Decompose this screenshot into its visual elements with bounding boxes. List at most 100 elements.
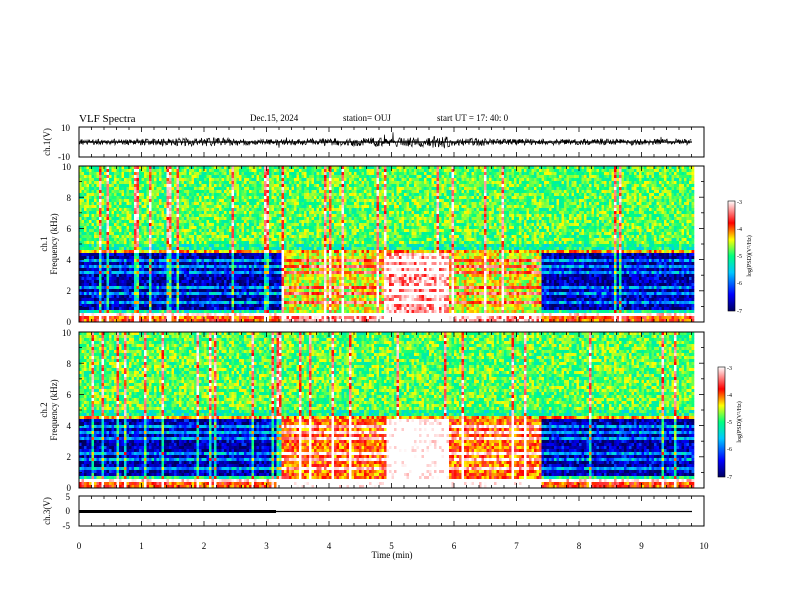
spectrogram-cell [79, 187, 82, 191]
spectrogram-cell [269, 205, 272, 209]
spectrogram-cell [99, 316, 102, 320]
spectrogram-cell [161, 232, 165, 236]
spectrogram-cell [149, 205, 152, 209]
spectrogram-cell [291, 175, 295, 179]
spectrogram-cell [84, 277, 87, 281]
spectrogram-cell [184, 241, 187, 245]
spectrogram-cell [184, 301, 187, 305]
spectrogram-cell [84, 217, 87, 221]
spectrogram-cell [214, 310, 217, 314]
spectrogram-cell [141, 232, 145, 236]
spectrogram-cell [206, 205, 210, 209]
spectrogram-cell [121, 166, 125, 170]
spectrogram-cell [244, 313, 247, 317]
spectrogram-cell [219, 280, 222, 284]
spectrogram-cell [201, 307, 205, 311]
spectrogram-cell [241, 283, 245, 287]
spectrogram-cell [106, 265, 110, 269]
spectrogram-cell [294, 256, 297, 260]
spectrogram-cell [111, 256, 115, 260]
spectrogram-cell [149, 196, 152, 200]
spectrogram-cell [309, 190, 312, 194]
spectrogram-cell [286, 265, 290, 269]
spectrogram-cell [281, 184, 285, 188]
spectrogram-cell [156, 217, 160, 221]
spectrogram-cell [286, 295, 290, 299]
spectrogram-cell [291, 283, 295, 287]
spectrogram-cell [119, 229, 122, 233]
spectrogram-cell [126, 193, 130, 197]
spectrogram-cell [216, 262, 220, 266]
spectrogram-cell [291, 304, 295, 308]
spectrogram-cell [306, 229, 310, 233]
spectrogram-cell [159, 223, 162, 227]
spectrogram-cell [259, 307, 262, 311]
spectrogram-cell [194, 250, 197, 254]
spectrogram-cell [196, 298, 200, 302]
spectrogram-cell [234, 166, 237, 170]
spectrogram-cell [106, 226, 110, 230]
spectrogram-cell [296, 250, 300, 254]
spectrogram-cell [89, 214, 92, 218]
spectrogram-cell [116, 286, 120, 290]
spectrogram-cell [116, 313, 120, 317]
spectrogram-cell [149, 184, 152, 188]
spectrogram-cell [276, 304, 280, 308]
spectrogram-cell [99, 319, 102, 323]
spectrogram-cell [209, 313, 212, 317]
spectrogram-cell [294, 202, 297, 206]
spectrogram-cell [154, 289, 157, 293]
spectrogram-cell [196, 280, 200, 284]
spectrogram-cell [186, 253, 190, 257]
spectrogram-cell [116, 175, 120, 179]
spectrogram-cell [116, 265, 120, 269]
spectrogram-cell [146, 271, 150, 275]
spectrogram-cell [141, 220, 145, 224]
spectrogram-cell [114, 271, 117, 275]
spectrogram-cell [164, 169, 167, 173]
spectrogram-cell [104, 262, 107, 266]
spectrogram-cell [236, 205, 240, 209]
spectrogram-cell [206, 202, 210, 206]
spectrogram-cell [304, 184, 307, 188]
spectrogram-cell [194, 304, 197, 308]
spectrogram-cell [204, 223, 207, 227]
spectrogram-cell [169, 265, 172, 269]
spectrogram-cell [274, 184, 277, 188]
spectrogram-cell [116, 241, 120, 245]
spectrogram-cell [131, 169, 135, 173]
spectrogram-cell [234, 319, 237, 323]
spectrogram-cell [196, 217, 200, 221]
spectrogram-cell [221, 208, 225, 212]
spectrogram-cell [191, 295, 195, 299]
spectrogram-cell [124, 277, 127, 281]
spectrogram-cell [299, 292, 302, 296]
spectrogram-cell [254, 277, 257, 281]
spectrogram-cell [151, 244, 155, 248]
spectrogram-cell [256, 241, 260, 245]
spectrogram-cell [279, 196, 282, 200]
spectrogram-cell [126, 268, 130, 272]
spectrogram-cell [234, 241, 237, 245]
spectrogram-cell [239, 208, 242, 212]
spectrogram-cell [264, 259, 267, 263]
spectrogram-cell [236, 190, 240, 194]
spectrogram-cell [154, 298, 157, 302]
spectrogram-cell [159, 190, 162, 194]
spectrogram-cell [136, 259, 140, 263]
spectrogram-cell [84, 253, 87, 257]
spectrogram-cell [146, 202, 150, 206]
spectrogram-cell [151, 283, 155, 287]
spectrogram-cell [244, 208, 247, 212]
spectrogram-cell [266, 277, 270, 281]
spectrogram-cell [211, 271, 215, 275]
spectrogram-cell [226, 271, 230, 275]
spectrogram-cell [184, 202, 187, 206]
spectrogram-cell [246, 166, 250, 170]
spectrogram-cell [234, 211, 237, 215]
spectrogram-cell [154, 247, 157, 251]
spectrogram-cell [206, 244, 210, 248]
spectrogram-cell [179, 244, 182, 248]
spectrogram-cell [266, 202, 270, 206]
spectrogram-cell [261, 184, 265, 188]
